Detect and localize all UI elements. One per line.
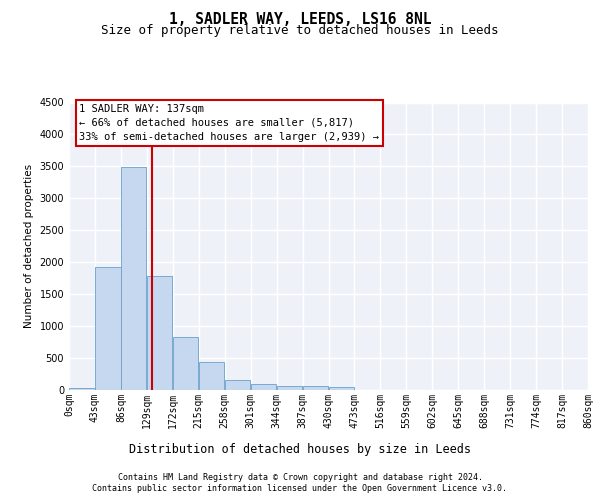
Bar — [70, 388, 95, 390]
Text: Contains public sector information licensed under the Open Government Licence v3: Contains public sector information licen… — [92, 484, 508, 493]
Bar — [95, 268, 121, 390]
Bar — [277, 386, 302, 390]
Text: Size of property relative to detached houses in Leeds: Size of property relative to detached ho… — [101, 24, 499, 37]
Bar — [147, 276, 172, 390]
Text: Distribution of detached houses by size in Leeds: Distribution of detached houses by size … — [129, 442, 471, 456]
Bar — [329, 387, 354, 390]
Bar — [173, 337, 199, 390]
Bar — [225, 380, 250, 390]
Text: 1, SADLER WAY, LEEDS, LS16 8NL: 1, SADLER WAY, LEEDS, LS16 8NL — [169, 12, 431, 28]
Text: 1 SADLER WAY: 137sqm
← 66% of detached houses are smaller (5,817)
33% of semi-de: 1 SADLER WAY: 137sqm ← 66% of detached h… — [79, 104, 379, 142]
Bar — [199, 362, 224, 390]
Y-axis label: Number of detached properties: Number of detached properties — [24, 164, 34, 328]
Text: Contains HM Land Registry data © Crown copyright and database right 2024.: Contains HM Land Registry data © Crown c… — [118, 472, 482, 482]
Bar — [251, 384, 276, 390]
Bar — [121, 167, 146, 390]
Bar — [303, 386, 328, 390]
